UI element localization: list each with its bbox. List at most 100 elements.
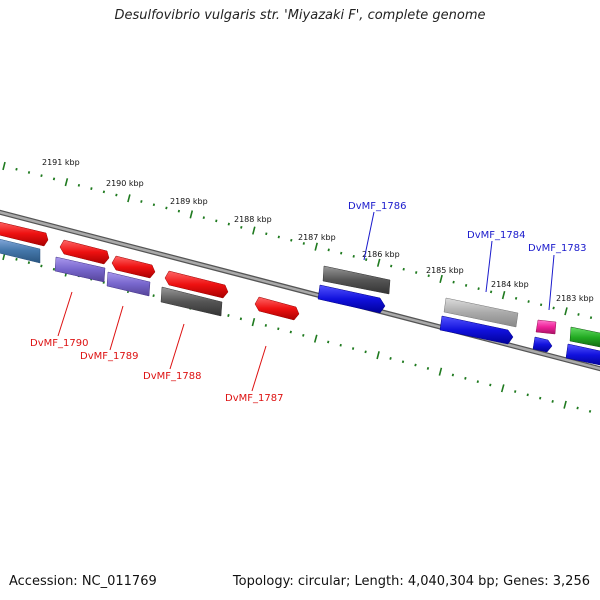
outer-scale-tick <box>352 254 355 258</box>
outer-scale-tick <box>564 307 568 316</box>
outer-scale-tick <box>77 183 81 187</box>
gene-feature-DvMF_1788[interactable] <box>160 286 223 317</box>
leader-DvMF_1788 <box>169 323 185 370</box>
inner-scale-tick <box>576 406 579 410</box>
scale-label-2191: 2191 kbp <box>42 158 80 167</box>
gene-labels: DvMF_1786 DvMF_1784 DvMF_1783 DvMF_1790 … <box>30 201 586 404</box>
inner-scale-tick <box>152 294 155 298</box>
scale-label-2186: 2186 kbp <box>362 250 400 259</box>
leader-DvMF_1789 <box>109 305 124 351</box>
gene-label-DvMF_1789[interactable]: DvMF_1789 <box>80 351 138 362</box>
genome-summary-text: Topology: circular; Length: 4,040,304 bp… <box>232 574 590 589</box>
gene-feature-green[interactable] <box>569 326 600 348</box>
outer-scale-tick <box>202 216 205 220</box>
leader-DvMF_1790 <box>57 291 73 337</box>
outer-scale-tick <box>477 287 480 291</box>
inner-scale-tick <box>514 390 517 393</box>
outer-scale-tick <box>314 242 318 251</box>
gene-feature-red[interactable] <box>164 270 229 299</box>
scale-labels: 2191 kbp 2190 kbp 2189 kbp 2188 kbp 2187… <box>42 158 594 303</box>
outer-scale-tick <box>439 274 443 284</box>
gene-feature-blue[interactable] <box>317 284 386 314</box>
outer-scale-ticks <box>2 161 593 320</box>
inner-scale-tick <box>302 333 305 337</box>
gene-label-DvMF_1788[interactable]: DvMF_1788 <box>143 371 201 382</box>
genome-backbone <box>0 211 600 370</box>
gene-label-DvMF_1783[interactable]: DvMF_1783 <box>528 243 586 254</box>
outer-scale-tick <box>152 203 156 207</box>
outer-scale-tick <box>115 193 118 197</box>
inner-scale-tick <box>264 324 268 327</box>
inner-scale-tick <box>426 366 430 370</box>
gene-feature-blue[interactable] <box>439 315 514 345</box>
inner-scale-tick <box>15 257 18 261</box>
inner-scale-tick <box>476 380 479 384</box>
gene-feature-red[interactable] <box>0 221 49 247</box>
gene-label-DvMF_1786[interactable]: DvMF_1786 <box>348 201 406 212</box>
inner-scale-tick <box>327 340 330 344</box>
gene-feature-DvMF_1790[interactable] <box>54 256 106 283</box>
inner-scale-tick <box>40 264 43 268</box>
outer-scale-tick <box>464 283 468 287</box>
scale-label-2190: 2190 kbp <box>106 179 144 188</box>
forward-genes <box>0 221 600 366</box>
outer-scale-tick <box>376 258 381 267</box>
inner-scale-tick <box>227 314 230 317</box>
inner-scale-tick <box>489 383 492 387</box>
gene-label-DvMF_1784[interactable]: DvMF_1784 <box>467 230 525 241</box>
outer-scale-tick <box>390 264 393 268</box>
gene-label-DvMF_1790[interactable]: DvMF_1790 <box>30 338 88 349</box>
outer-scale-tick <box>402 267 405 271</box>
gene-feature-DvMF_1784[interactable] <box>443 297 519 328</box>
inner-scale-tick <box>351 347 355 350</box>
gene-feature-red[interactable] <box>111 255 156 279</box>
gene-feature-DvMF_1789[interactable] <box>106 271 151 297</box>
outer-scale-tick <box>265 232 268 236</box>
inner-scale-tick <box>389 357 392 360</box>
outer-scale-tick <box>489 290 493 294</box>
inner-scale-tick <box>401 360 405 364</box>
gene-feature-DvMF_1787[interactable] <box>254 296 300 321</box>
scale-label-2185: 2185 kbp <box>426 266 464 275</box>
gene-feature-red[interactable] <box>59 239 110 265</box>
outer-scale-tick <box>227 222 230 226</box>
inner-scale-tick <box>464 376 467 380</box>
outer-scale-tick <box>15 167 18 171</box>
outer-scale-tick <box>2 161 6 171</box>
gene-feature-steel[interactable] <box>0 238 41 264</box>
outer-scale-tick <box>177 209 181 213</box>
outer-scale-tick <box>577 313 580 316</box>
inner-scale-tick <box>289 330 292 334</box>
outer-scale-tick <box>340 251 343 255</box>
outer-scale-tick <box>427 274 430 278</box>
outer-scale-tick <box>514 296 518 300</box>
gene-feature-blue[interactable] <box>532 336 553 353</box>
inner-scale-tick <box>539 396 542 400</box>
outer-scale-tick <box>240 225 243 229</box>
outer-scale-tick <box>277 235 280 239</box>
inner-scale-tick <box>313 334 318 343</box>
inner-scale-tick <box>364 350 367 354</box>
accession-text: Accession: NC_011769 <box>9 574 157 589</box>
inner-scale-tick <box>52 267 56 271</box>
gene-label-DvMF_1787[interactable]: DvMF_1787 <box>225 393 283 404</box>
gene-feature-DvMF_1786[interactable] <box>322 265 391 295</box>
gene-feature-blue[interactable] <box>565 343 600 366</box>
outer-scale-tick <box>501 291 506 300</box>
scale-label-2184: 2184 kbp <box>491 280 529 289</box>
outer-scale-tick <box>165 206 168 210</box>
outer-scale-tick <box>290 238 293 242</box>
outer-scale-tick <box>415 271 418 274</box>
outer-scale-tick <box>539 303 543 307</box>
scale-label-2183: 2183 kbp <box>556 294 594 303</box>
scale-label-2189: 2189 kbp <box>170 197 208 206</box>
inner-scale-tick <box>414 363 417 367</box>
outer-scale-tick <box>102 190 106 194</box>
leader-DvMF_1783 <box>548 254 555 311</box>
inner-scale-tick <box>588 409 592 413</box>
map-title: Desulfovibrio vulgaris str. 'Miyazaki F'… <box>114 8 486 23</box>
outer-scale-tick <box>27 171 31 174</box>
gene-feature-DvMF_1783[interactable] <box>535 319 557 335</box>
inner-scale-tick <box>526 393 529 397</box>
inner-scale-tick <box>376 351 380 360</box>
